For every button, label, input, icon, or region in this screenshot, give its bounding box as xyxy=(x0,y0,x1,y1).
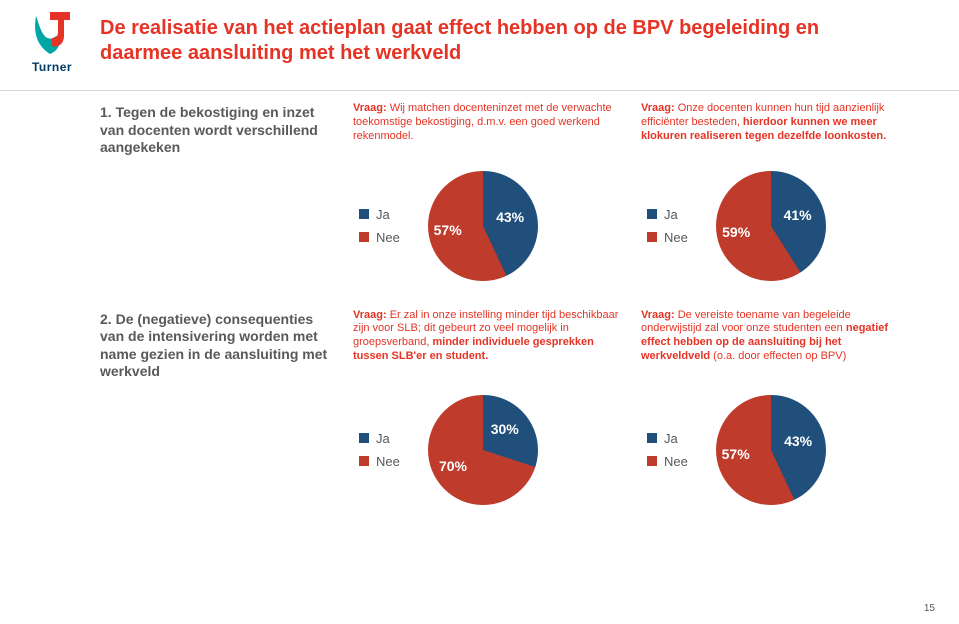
legend-nee-label: Nee xyxy=(664,230,688,245)
page-number: 15 xyxy=(924,603,935,614)
legend-nee-label: Nee xyxy=(664,454,688,469)
statement-2-text: De (negatieve) consequenties van de inte… xyxy=(100,311,327,380)
chart-1-right: Ja Nee 41% 59% xyxy=(641,171,911,281)
swatch-ja xyxy=(647,209,657,219)
pie-chart-icon xyxy=(716,171,826,281)
pie-1-right: 41% 59% xyxy=(716,171,826,281)
brand-logo: Turner xyxy=(12,10,92,74)
legend-ja: Ja xyxy=(647,207,688,222)
pie-2-left: 30% 70% xyxy=(428,395,538,505)
chart-2-right: Ja Nee 43% 57% xyxy=(641,395,911,505)
swatch-nee xyxy=(647,232,657,242)
horizontal-rule xyxy=(0,90,959,91)
statement-1-text: Tegen de bekostiging en inzet van docent… xyxy=(100,104,318,155)
question-1-left: Vraag: Wij matchen docenteninzet met de … xyxy=(353,102,623,157)
question-prefix: Vraag: xyxy=(641,102,675,114)
section-1-charts: Ja Nee 43% 57% Ja Nee 41% 59% xyxy=(100,171,904,281)
legend-ja-label: Ja xyxy=(664,431,678,446)
legend-nee: Nee xyxy=(647,230,688,245)
pie-1-left: 43% 57% xyxy=(428,171,538,281)
legend-ja: Ja xyxy=(359,207,400,222)
question-prefix: Vraag: xyxy=(353,102,387,114)
legend-ja: Ja xyxy=(359,431,400,446)
slide-page: Turner De realisatie van het actieplan g… xyxy=(0,0,959,624)
content-area: 1. Tegen de bekostiging en inzet van doc… xyxy=(100,76,904,505)
legend: Ja Nee xyxy=(359,207,400,245)
pie-chart-icon xyxy=(716,395,826,505)
legend-nee-label: Nee xyxy=(376,454,400,469)
section-2-charts: Ja Nee 30% 70% Ja Nee 43% 57% xyxy=(100,395,904,505)
swatch-ja xyxy=(647,433,657,443)
legend-nee: Nee xyxy=(647,454,688,469)
question-1-right: Vraag: Onze docenten kunnen hun tijd aan… xyxy=(641,102,911,157)
legend-nee: Nee xyxy=(359,230,400,245)
swatch-ja xyxy=(359,209,369,219)
question-1-left-text: Wij matchen docenteninzet met de verwach… xyxy=(353,102,612,142)
question-2-right-after: (o.a. door effecten op BPV) xyxy=(710,350,846,362)
pie-2-right: 43% 57% xyxy=(716,395,826,505)
statement-2-num: 2. xyxy=(100,311,112,327)
chart-2-left: Ja Nee 30% 70% xyxy=(353,395,623,505)
swatch-nee xyxy=(359,232,369,242)
chart-1-left: Ja Nee 43% 57% xyxy=(353,171,623,281)
statement-1-num: 1. xyxy=(100,104,112,120)
page-title: De realisatie van het actieplan gaat eff… xyxy=(100,0,904,76)
swatch-ja xyxy=(359,433,369,443)
section-1-header: 1. Tegen de bekostiging en inzet van doc… xyxy=(100,102,904,157)
swatch-nee xyxy=(359,456,369,466)
pie-chart-icon xyxy=(428,395,538,505)
legend: Ja Nee xyxy=(647,207,688,245)
brand-name: Turner xyxy=(32,60,72,74)
legend-ja-label: Ja xyxy=(376,207,390,222)
legend-ja: Ja xyxy=(647,431,688,446)
section-2-header: 2. De (negatieve) consequenties van de i… xyxy=(100,309,904,381)
legend-ja-label: Ja xyxy=(376,431,390,446)
swatch-nee xyxy=(647,456,657,466)
pie-chart-icon xyxy=(428,171,538,281)
legend-nee-label: Nee xyxy=(376,230,400,245)
legend: Ja Nee xyxy=(647,431,688,469)
legend-nee: Nee xyxy=(359,454,400,469)
turner-logo-icon xyxy=(28,10,76,58)
question-prefix: Vraag: xyxy=(641,309,675,321)
question-2-right: Vraag: De vereiste toename van begeleide… xyxy=(641,309,911,381)
statement-1: 1. Tegen de bekostiging en inzet van doc… xyxy=(100,102,335,157)
legend-ja-label: Ja xyxy=(664,207,678,222)
question-prefix: Vraag: xyxy=(353,309,387,321)
legend: Ja Nee xyxy=(359,431,400,469)
statement-2: 2. De (negatieve) consequenties van de i… xyxy=(100,309,335,381)
question-2-left: Vraag: Er zal in onze instelling minder … xyxy=(353,309,623,381)
